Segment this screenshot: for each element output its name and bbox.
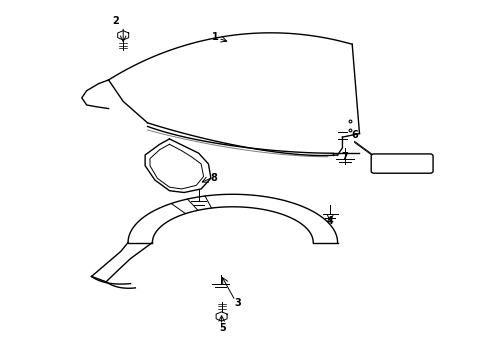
Text: 4: 4 bbox=[327, 216, 334, 226]
Text: 8: 8 bbox=[210, 173, 217, 183]
Text: 2: 2 bbox=[113, 16, 119, 26]
Text: 7: 7 bbox=[342, 152, 348, 162]
Text: 3: 3 bbox=[234, 298, 241, 308]
FancyBboxPatch shape bbox=[371, 154, 433, 173]
Text: 5: 5 bbox=[220, 323, 226, 333]
Text: 6: 6 bbox=[351, 130, 358, 140]
Text: 1: 1 bbox=[212, 32, 219, 42]
